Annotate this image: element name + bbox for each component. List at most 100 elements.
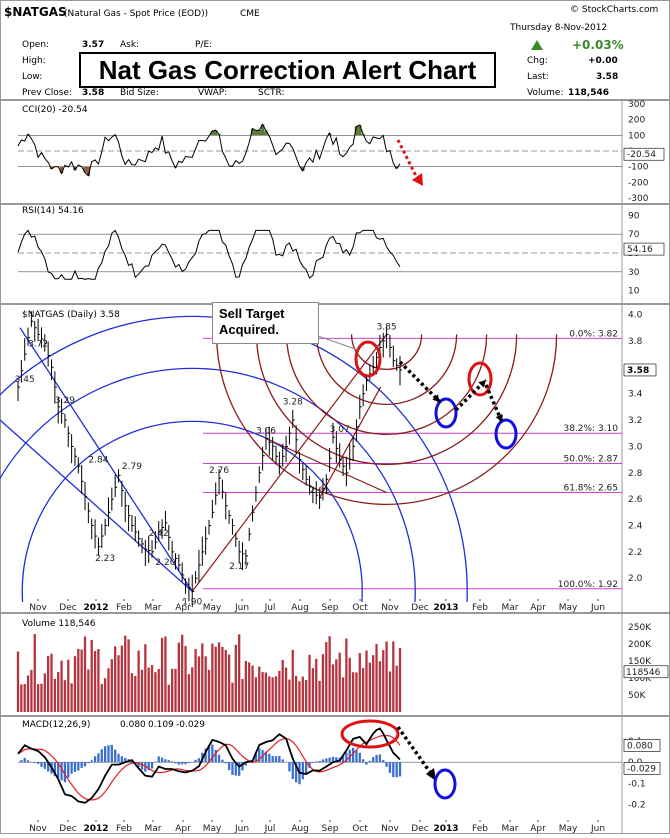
blue-arc [21, 420, 363, 602]
change-percent: +0.03% [572, 38, 624, 52]
price-point-label: 1.90 [182, 597, 202, 607]
price-tick: 2.0 [628, 574, 643, 584]
x-axis-label: Jun [590, 824, 605, 834]
rsi-value-label: 54.16 [627, 245, 653, 255]
x-axis-label: May [559, 824, 578, 834]
x-axis-label: Dec [411, 603, 428, 613]
low-label: Low: [22, 72, 42, 82]
chg-label: Chg: [527, 56, 548, 66]
price-point-label: 3.28 [283, 398, 303, 408]
x-axis-label: Nov [29, 824, 47, 834]
x-axis-label: Sep [322, 603, 339, 613]
price-tick: 3.2 [628, 416, 642, 426]
macd-legend-name: MACD(12,26,9) [22, 720, 90, 730]
last-value: 3.58 [596, 72, 618, 82]
x-axis-label: Nov [381, 824, 399, 834]
projection-arrow [484, 384, 504, 423]
price-point-label: 2.20 [155, 558, 175, 568]
cci-legend: CCI(20) -20.54 [22, 105, 88, 115]
x-axis-label: Jun [234, 824, 249, 834]
x-axis-label: Feb [472, 603, 488, 613]
panel-frame [0, 204, 670, 304]
macd-tick: -0.2 [628, 800, 646, 810]
price-point-label: 3.29 [55, 396, 75, 406]
price-tick: 2.8 [628, 469, 643, 479]
red-circle [354, 340, 382, 378]
fan-line [19, 327, 193, 592]
price-point-label: 2.79 [122, 462, 142, 472]
macd-legend-value: 0.080 [120, 720, 146, 730]
volume-tick: 50K [628, 691, 646, 701]
cci-panel: 3002001000-100-200-300-20.54 [17, 100, 665, 204]
price-point-label: 2.84 [88, 456, 108, 466]
cci-line [17, 123, 401, 177]
macd-panel: 0.10.0-0.1-0.20.080-0.029 [17, 719, 661, 810]
panel-frame [0, 716, 670, 834]
last-label: Last: [527, 72, 549, 82]
open-label: Open: [22, 40, 49, 50]
macd-legend-histogram: -0.029 [176, 720, 205, 730]
x-axis-label: Mar [502, 824, 519, 834]
price-panel: 4.03.83.63.43.23.02.82.62.42.22.00.0%: 3… [0, 311, 657, 607]
fib-label: 38.2%: 3.10 [563, 424, 618, 434]
rsi-tick: 70 [628, 230, 640, 240]
fib-label: 50.0%: 2.87 [563, 455, 618, 465]
histogram-value-label: -0.029 [627, 764, 656, 774]
prev-close-value: 3.58 [82, 88, 104, 98]
cci-value-tag [623, 147, 665, 161]
fib-label: 0.0%: 3.82 [569, 329, 618, 339]
price-overlays [0, 315, 622, 602]
price-tick: 3.4 [628, 390, 643, 400]
macd-value-label: 0.080 [627, 741, 653, 751]
x-axis-label: Apr [530, 824, 546, 834]
x-axis-label: May [203, 824, 222, 834]
price-point-label: 2.17 [229, 562, 249, 572]
watermark: © StockCharts.com [570, 5, 658, 15]
cci-value-label: -20.54 [627, 150, 656, 160]
fib-label: 100.0%: 1.92 [558, 580, 618, 590]
callout-pointer [317, 335, 359, 351]
price-point-label: 2.23 [95, 554, 115, 564]
x-axis-label: Feb [472, 824, 488, 834]
price-value-label: 3.58 [627, 366, 649, 376]
price-point-label: 3.72 [28, 340, 48, 350]
x-axis-label: Oct [352, 603, 368, 613]
price-point-label: 2.76 [209, 466, 229, 476]
price-point-label: 2.42 [149, 529, 169, 539]
price-point-label: 2.61 [310, 486, 330, 496]
volume-tick: 100K [628, 674, 652, 684]
chg-value: +0.00 [588, 56, 618, 66]
x-axis-label: 2012 [83, 824, 108, 834]
blue-circle [494, 418, 518, 450]
cci-tick: 100 [628, 131, 645, 141]
volume-tick: 150K [628, 657, 652, 667]
panel-frame [0, 100, 670, 204]
blue-arc [0, 315, 468, 602]
rsi-tick: 90 [628, 211, 640, 221]
red-circle [467, 361, 493, 397]
fan-arc [255, 334, 518, 465]
macd-blue-circle [433, 768, 457, 800]
x-axis-label: 2012 [83, 603, 108, 613]
x-axis-label: Oct [352, 824, 368, 834]
x-axis-label: Aug [291, 603, 309, 613]
fib-label: 61.8%: 2.65 [563, 484, 618, 494]
x-axis-label: Feb [116, 603, 132, 613]
x-axis-label: May [559, 603, 578, 613]
price-tick: 3.8 [628, 337, 643, 347]
fan-line [0, 419, 193, 592]
cci-arrow-line [396, 139, 420, 181]
cci-arrow-head [412, 173, 423, 186]
projection-arrow-head [495, 414, 503, 422]
blue-circle [434, 397, 458, 429]
prev-close-label: Prev Close: [22, 88, 72, 98]
x-axis-label: Nov [381, 603, 399, 613]
projection-arrow [454, 378, 488, 412]
volume-panel: 250K 200K 150K 100K 50K 118546 [16, 623, 669, 712]
sell-target-callout: Sell Target Acquired. [212, 302, 319, 344]
rsi-value-tag [623, 242, 665, 256]
cci-tick: -100 [628, 163, 649, 173]
volume-legend: Volume 118,546 [22, 619, 96, 629]
exchange: CME [240, 9, 260, 19]
